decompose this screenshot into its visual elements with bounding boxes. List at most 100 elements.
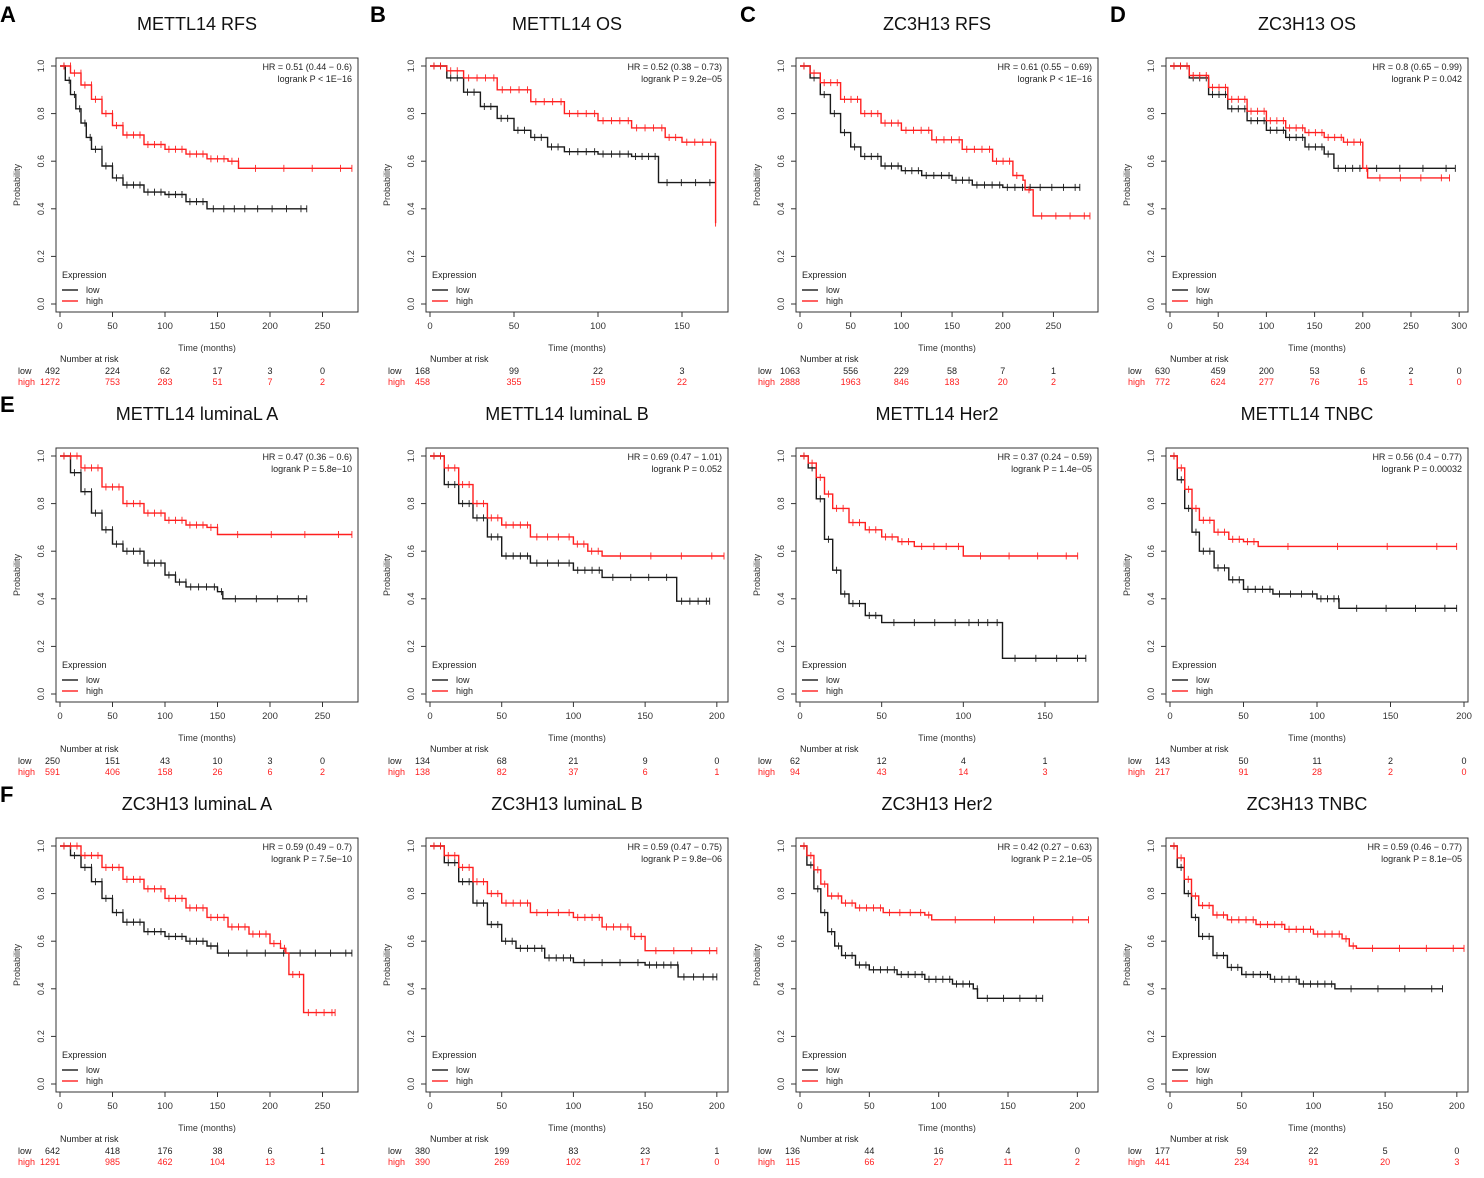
risk-count-high: 2 xyxy=(1051,377,1056,387)
risk-count-low: 59 xyxy=(1237,1146,1247,1156)
y-axis-label: Probability xyxy=(382,163,392,206)
y-tick-label: 0.0 xyxy=(36,688,46,701)
km-curve-high xyxy=(800,65,1090,217)
risk-count-high: 104 xyxy=(210,1157,225,1167)
risk-count-high: 458 xyxy=(415,377,430,387)
x-tick-label: 50 xyxy=(107,321,118,332)
risk-count-low: 83 xyxy=(568,1146,578,1156)
y-tick-label: 0.8 xyxy=(406,107,416,120)
legend-label-low: low xyxy=(1196,1065,1210,1075)
x-tick-label: 100 xyxy=(157,1101,173,1112)
km-curve-high xyxy=(430,65,717,224)
legend-label-low: low xyxy=(456,1065,470,1075)
risk-count-low: 7 xyxy=(1000,366,1005,376)
panel-letter: F xyxy=(0,782,13,807)
y-tick-label: 1.0 xyxy=(36,840,46,853)
km-panel-f3: ZC3H13 Her2 0.0 0.2 0.4 0.6 0.8 1.0 Probability… xyxy=(752,794,1099,1167)
risk-count-low: 168 xyxy=(415,366,430,376)
plot-frame xyxy=(425,837,729,1093)
censor-marks-high xyxy=(433,452,725,560)
risk-count-low: 11 xyxy=(1312,756,1321,766)
risk-count-low: 6 xyxy=(267,1146,272,1156)
km-curve-high xyxy=(60,845,336,1014)
risk-row-label-high: high xyxy=(758,377,775,387)
legend-label-low: low xyxy=(826,285,840,295)
y-tick-label: 0.0 xyxy=(776,688,786,701)
x-tick-label: 50 xyxy=(107,1101,118,1112)
risk-count-high: 1272 xyxy=(40,377,60,387)
risk-table-header: Number at risk xyxy=(800,744,859,754)
legend-label-high: high xyxy=(456,296,473,306)
x-tick-label: 200 xyxy=(1355,321,1371,332)
panel-title: METTL14 Her2 xyxy=(875,404,998,424)
x-tick-label: 200 xyxy=(1449,1101,1465,1112)
risk-count-low: 250 xyxy=(45,756,60,766)
x-tick-label: 250 xyxy=(1046,321,1062,332)
risk-count-high: 51 xyxy=(212,377,222,387)
y-tick-label: 0.2 xyxy=(36,640,46,653)
risk-table-header: Number at risk xyxy=(60,1134,119,1144)
x-tick-label: 100 xyxy=(1309,711,1325,722)
plot-frame xyxy=(55,837,359,1093)
y-tick-label: 0.8 xyxy=(36,107,46,120)
x-tick-label: 150 xyxy=(210,321,226,332)
risk-count-high: 772 xyxy=(1155,377,1170,387)
risk-count-high: 183 xyxy=(945,377,960,387)
risk-count-low: 22 xyxy=(1308,1146,1318,1156)
risk-count-high: 462 xyxy=(157,1157,172,1167)
hr-annotation: HR = 0.59 (0.47 − 0.75) xyxy=(627,842,722,852)
risk-row-label-low: low xyxy=(18,1146,32,1156)
risk-count-high: 217 xyxy=(1155,767,1170,777)
risk-count-high: 2 xyxy=(320,767,325,777)
risk-table-header: Number at risk xyxy=(60,744,119,754)
risk-count-low: 0 xyxy=(1075,1146,1080,1156)
y-tick-label: 0.4 xyxy=(36,983,46,996)
y-axis-label: Probability xyxy=(382,943,392,986)
y-tick-label: 0.8 xyxy=(1146,887,1156,900)
risk-count-low: 1 xyxy=(1051,366,1056,376)
x-tick-label: 200 xyxy=(262,1101,278,1112)
y-axis-label: Probability xyxy=(752,553,762,596)
panel-letter: E xyxy=(0,392,15,417)
legend-label-high: high xyxy=(456,1076,473,1086)
panel-letter: C xyxy=(740,2,756,27)
y-tick-label: 0.2 xyxy=(36,1030,46,1043)
censor-marks-high xyxy=(1173,452,1458,550)
y-tick-label: 0.0 xyxy=(776,1078,786,1091)
legend-label-high: high xyxy=(826,686,843,696)
panel-letter: B xyxy=(370,2,386,27)
km-panel-c: C ZC3H13 RFS 0.0 0.2 0.4 0.6 0.8 1.0 Probability… xyxy=(740,2,1099,387)
x-tick-label: 50 xyxy=(496,1101,507,1112)
risk-count-high: 20 xyxy=(998,377,1008,387)
y-axis-label: Probability xyxy=(752,163,762,206)
risk-count-low: 1063 xyxy=(780,366,800,376)
legend-label-high: high xyxy=(86,296,103,306)
risk-count-low: 0 xyxy=(320,366,325,376)
risk-count-high: 26 xyxy=(212,767,222,777)
x-tick-label: 100 xyxy=(157,711,173,722)
risk-count-low: 22 xyxy=(593,366,603,376)
risk-count-high: 102 xyxy=(566,1157,581,1167)
risk-count-low: 199 xyxy=(494,1146,509,1156)
y-tick-label: 0.0 xyxy=(1146,1078,1156,1091)
x-tick-label: 150 xyxy=(210,711,226,722)
km-panel-e2: METTL14 luminaL B 0.0 0.2 0.4 0.6 0.8 1.0 Proba… xyxy=(382,404,729,777)
risk-row-label-low: low xyxy=(758,1146,772,1156)
risk-count-low: 143 xyxy=(1155,756,1170,766)
km-curve-high xyxy=(1170,845,1464,949)
risk-count-high: 37 xyxy=(568,767,578,777)
risk-row-label-low: low xyxy=(388,756,402,766)
risk-count-high: 234 xyxy=(1234,1157,1249,1167)
y-tick-label: 0.6 xyxy=(406,935,416,948)
km-panel-e4: METTL14 TNBC 0.0 0.2 0.4 0.6 0.8 1.0 Probabilit… xyxy=(1122,404,1472,777)
risk-count-low: 10 xyxy=(212,756,222,766)
risk-count-high: 2 xyxy=(1388,767,1393,777)
y-tick-label: 0.0 xyxy=(36,1078,46,1091)
y-tick-label: 0.6 xyxy=(776,545,786,558)
legend-label-low: low xyxy=(456,675,470,685)
panel-letter: D xyxy=(1110,2,1126,27)
km-curve-low xyxy=(1170,455,1457,609)
x-tick-label: 100 xyxy=(893,321,909,332)
risk-count-low: 177 xyxy=(1155,1146,1170,1156)
x-axis-label: Time (months) xyxy=(548,343,606,353)
